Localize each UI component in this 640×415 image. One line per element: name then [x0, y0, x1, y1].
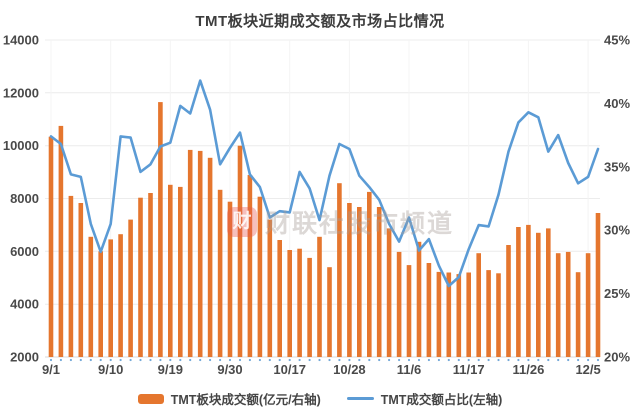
- right-axis-labels: 45% 40% 35% 30% 25% 20%: [604, 33, 630, 365]
- svg-text:12/5: 12/5: [575, 362, 600, 377]
- line-series-swatch-icon: [346, 397, 374, 400]
- svg-text:10000: 10000: [3, 138, 39, 153]
- svg-text:9/19: 9/19: [158, 362, 183, 377]
- svg-text:9/1: 9/1: [42, 362, 60, 377]
- svg-text:11/26: 11/26: [512, 362, 544, 377]
- svg-text:10/28: 10/28: [333, 362, 366, 377]
- svg-text:6000: 6000: [10, 244, 39, 259]
- svg-text:11/17: 11/17: [453, 362, 485, 377]
- chart-title: TMT板块近期成交额及市场占比情况: [195, 13, 445, 30]
- svg-text:25%: 25%: [604, 286, 630, 301]
- svg-text:9/10: 9/10: [98, 362, 123, 377]
- svg-text:11/6: 11/6: [397, 362, 422, 377]
- svg-text:9/30: 9/30: [217, 362, 242, 377]
- bar-series: [48, 102, 601, 362]
- svg-text:2000: 2000: [10, 350, 39, 365]
- line-series: [49, 79, 600, 288]
- svg-text:20%: 20%: [604, 350, 630, 365]
- svg-text:4000: 4000: [10, 297, 39, 312]
- legend: TMT板块成交额(亿元/右轴) TMT成交额占比(左轴): [0, 389, 640, 408]
- bar-series-swatch-icon: [137, 393, 164, 404]
- svg-text:30%: 30%: [604, 223, 630, 238]
- left-axis-labels: 14000 12000 10000 8000 6000 4000 2000: [3, 33, 39, 365]
- legend-label-share: TMT成交额占比(左轴): [380, 393, 503, 407]
- legend-item-share-line[interactable]: TMT成交额占比(左轴): [346, 389, 503, 408]
- svg-text:8000: 8000: [10, 191, 39, 206]
- legend-label-turnover: TMT板块成交额(亿元/右轴): [170, 393, 321, 407]
- svg-text:12000: 12000: [3, 85, 39, 100]
- legend-item-turnover-bars[interactable]: TMT板块成交额(亿元/右轴): [137, 389, 321, 408]
- svg-text:40%: 40%: [604, 96, 630, 111]
- svg-text:14000: 14000: [3, 33, 39, 48]
- svg-text:10/17: 10/17: [273, 362, 306, 377]
- svg-text:35%: 35%: [604, 159, 630, 174]
- svg-text:45%: 45%: [604, 33, 630, 48]
- x-axis-labels: 9/1 9/10 9/19 9/30 10/17 10/28 11/6 11/17 11/26 1…: [42, 362, 601, 377]
